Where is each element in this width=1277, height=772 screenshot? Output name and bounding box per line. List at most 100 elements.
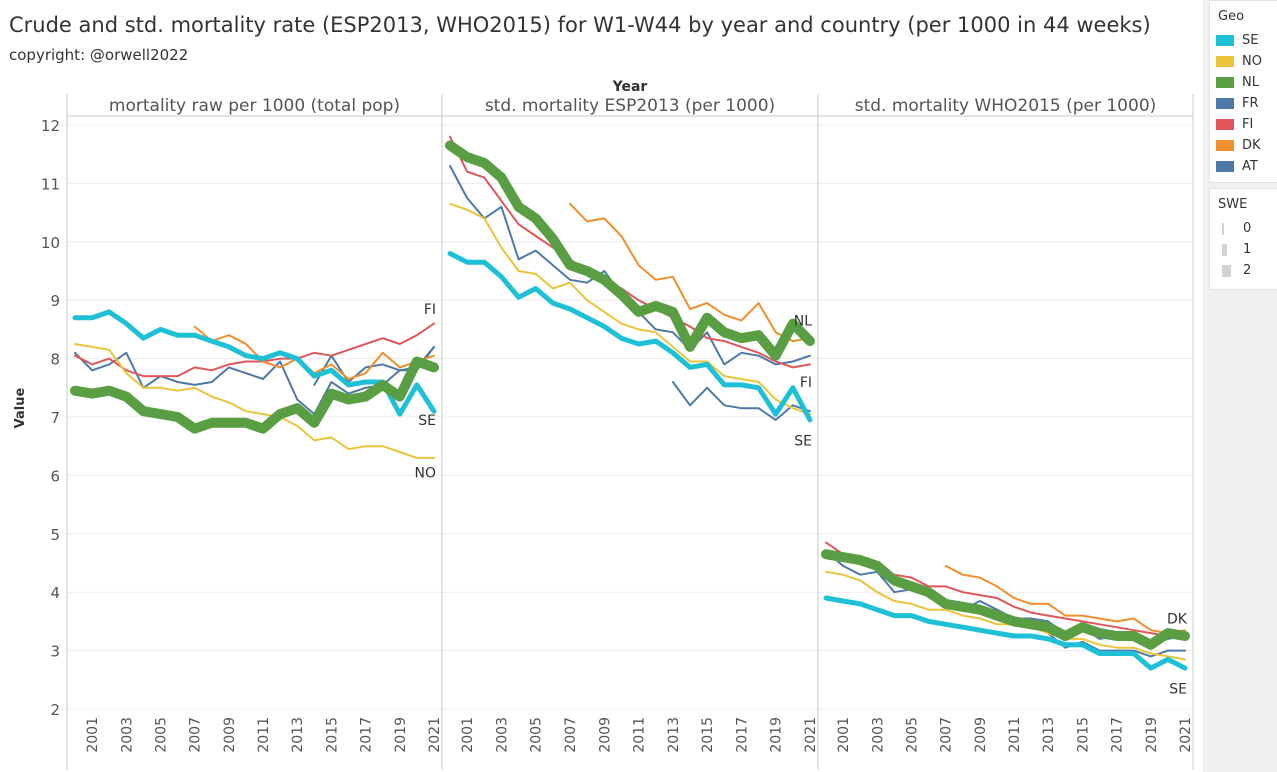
series-line-nl bbox=[445, 140, 815, 361]
swe-legend-item[interactable]: 2 bbox=[1210, 260, 1277, 281]
geo-legend-title: Geo bbox=[1218, 9, 1245, 24]
y-tick-label: 7 bbox=[50, 409, 60, 427]
panel-title: std. mortality ESP2013 (per 1000) bbox=[485, 96, 775, 116]
size-swatch bbox=[1222, 243, 1227, 256]
legend-item-fr[interactable]: FR bbox=[1210, 93, 1277, 114]
swe-legend: SWE 0 1 2 bbox=[1209, 188, 1277, 290]
legend-label: NO bbox=[1242, 54, 1262, 69]
chart-area: Year Value 2 3 4 5 6 7 8 9 10 11 12 mortality raw per… bbox=[13, 79, 1194, 770]
x-tick-label: 2015 bbox=[700, 717, 716, 753]
x-tick-label: 2011 bbox=[1007, 717, 1023, 753]
x-tick-label: 2009 bbox=[597, 717, 613, 753]
series-line-no bbox=[825, 570, 1186, 661]
x-tick-label: 2019 bbox=[769, 717, 785, 753]
chart-title: Crude and std. mortality rate (ESP2013, … bbox=[9, 13, 1151, 37]
x-tick-label: 2013 bbox=[666, 717, 682, 753]
series-line-fi bbox=[449, 135, 811, 369]
legend-label: AT bbox=[1242, 159, 1258, 174]
legend-item-nl[interactable]: NL bbox=[1210, 72, 1277, 93]
series-line-nl bbox=[821, 549, 1190, 650]
x-tick-label: 2021 bbox=[803, 717, 819, 753]
series-end-label: SE bbox=[794, 433, 812, 449]
x-tick-label: 2011 bbox=[256, 717, 272, 753]
x-tick-label: 2019 bbox=[393, 717, 409, 753]
legend-label: DK bbox=[1242, 138, 1261, 153]
column-header: Year bbox=[612, 79, 648, 95]
x-tick-label: 2001 bbox=[836, 717, 852, 753]
legend-label: FR bbox=[1242, 96, 1259, 111]
y-axis-label: Value bbox=[13, 387, 28, 428]
legend-label: SE bbox=[1242, 33, 1259, 48]
panel-title: std. mortality WHO2015 (per 1000) bbox=[855, 96, 1157, 116]
series-line-dk bbox=[944, 564, 1186, 635]
legend-label: 0 bbox=[1243, 221, 1252, 236]
y-tick-label: 3 bbox=[50, 643, 60, 661]
geo-legend: Geo SE NO NL FR FI DK AT bbox=[1209, 0, 1277, 183]
x-tick-label: 2007 bbox=[188, 717, 204, 753]
geo-legend-items: SE NO NL FR FI DK AT bbox=[1210, 30, 1277, 177]
size-swatch bbox=[1222, 222, 1224, 235]
y-tick-label: 4 bbox=[50, 584, 60, 602]
series-end-label: FI bbox=[424, 302, 436, 318]
panel-title: mortality raw per 1000 (total pop) bbox=[109, 96, 400, 116]
y-tick-label: 2 bbox=[50, 701, 60, 719]
legend-item-fi[interactable]: FI bbox=[1210, 114, 1277, 135]
series-line-nl bbox=[70, 356, 439, 434]
x-tick-label: 2015 bbox=[1075, 717, 1091, 753]
x-tick-label: 2007 bbox=[563, 717, 579, 753]
legend-swatch bbox=[1216, 119, 1234, 130]
legend-label: 2 bbox=[1243, 263, 1252, 278]
series-line-fr bbox=[671, 381, 811, 421]
swe-legend-items: 0 1 2 bbox=[1210, 218, 1277, 281]
legend-swatch bbox=[1216, 161, 1234, 172]
series-end-label: NL bbox=[794, 314, 812, 330]
legend-swatch bbox=[1216, 56, 1234, 67]
x-tick-label: 2021 bbox=[1178, 717, 1194, 753]
legend-label: NL bbox=[1242, 75, 1259, 90]
series-line-no bbox=[74, 343, 435, 459]
legend-swatch bbox=[1216, 140, 1234, 151]
legend-item-at[interactable]: AT bbox=[1210, 156, 1277, 177]
x-tick-label: 2001 bbox=[460, 717, 476, 753]
swe-legend-item[interactable]: 1 bbox=[1210, 239, 1277, 260]
legend-swatch bbox=[1216, 77, 1234, 88]
legend-item-no[interactable]: NO bbox=[1210, 51, 1277, 72]
x-tick-label: 2007 bbox=[939, 717, 955, 753]
legend-label: 1 bbox=[1243, 242, 1252, 257]
legend-swatch bbox=[1216, 98, 1234, 109]
size-swatch bbox=[1222, 264, 1231, 277]
series-end-label: SE bbox=[1169, 682, 1187, 698]
y-tick-label: 5 bbox=[50, 526, 60, 544]
y-tick-label: 11 bbox=[41, 175, 60, 193]
series-end-label: NO bbox=[415, 465, 437, 481]
x-tick-label: 2009 bbox=[973, 717, 989, 753]
y-tick-label: 10 bbox=[41, 234, 60, 252]
x-tick-label: 2011 bbox=[632, 717, 648, 753]
swe-legend-title: SWE bbox=[1218, 197, 1248, 212]
x-tick-label: 2013 bbox=[290, 717, 306, 753]
legend-item-dk[interactable]: DK bbox=[1210, 135, 1277, 156]
y-tick-label: 6 bbox=[50, 467, 60, 485]
legend-label: FI bbox=[1242, 117, 1254, 132]
series-line-se bbox=[447, 251, 813, 423]
x-tick-label: 2015 bbox=[324, 717, 340, 753]
x-tick-label: 2021 bbox=[427, 717, 443, 753]
x-tick-label: 2005 bbox=[529, 717, 545, 753]
legend-swatch bbox=[1216, 35, 1234, 46]
x-tick-label: 2017 bbox=[359, 717, 375, 753]
y-tick-label: 12 bbox=[41, 117, 60, 135]
legend-item-se[interactable]: SE bbox=[1210, 30, 1277, 51]
x-tick-label: 2017 bbox=[1110, 717, 1126, 753]
x-tick-label: 2009 bbox=[222, 717, 238, 753]
series-end-label: DK bbox=[1167, 611, 1188, 627]
x-tick-label: 2001 bbox=[85, 717, 101, 753]
series-line-fi bbox=[74, 322, 435, 378]
y-tick-label: 8 bbox=[50, 351, 60, 369]
x-tick-label: 2019 bbox=[1144, 717, 1160, 753]
x-tick-label: 2005 bbox=[904, 717, 920, 753]
y-tick-label: 9 bbox=[50, 292, 60, 310]
x-tick-label: 2017 bbox=[734, 717, 750, 753]
x-tick-label: 2003 bbox=[119, 717, 135, 753]
series-line-se bbox=[823, 595, 1188, 671]
swe-legend-item[interactable]: 0 bbox=[1210, 218, 1277, 239]
